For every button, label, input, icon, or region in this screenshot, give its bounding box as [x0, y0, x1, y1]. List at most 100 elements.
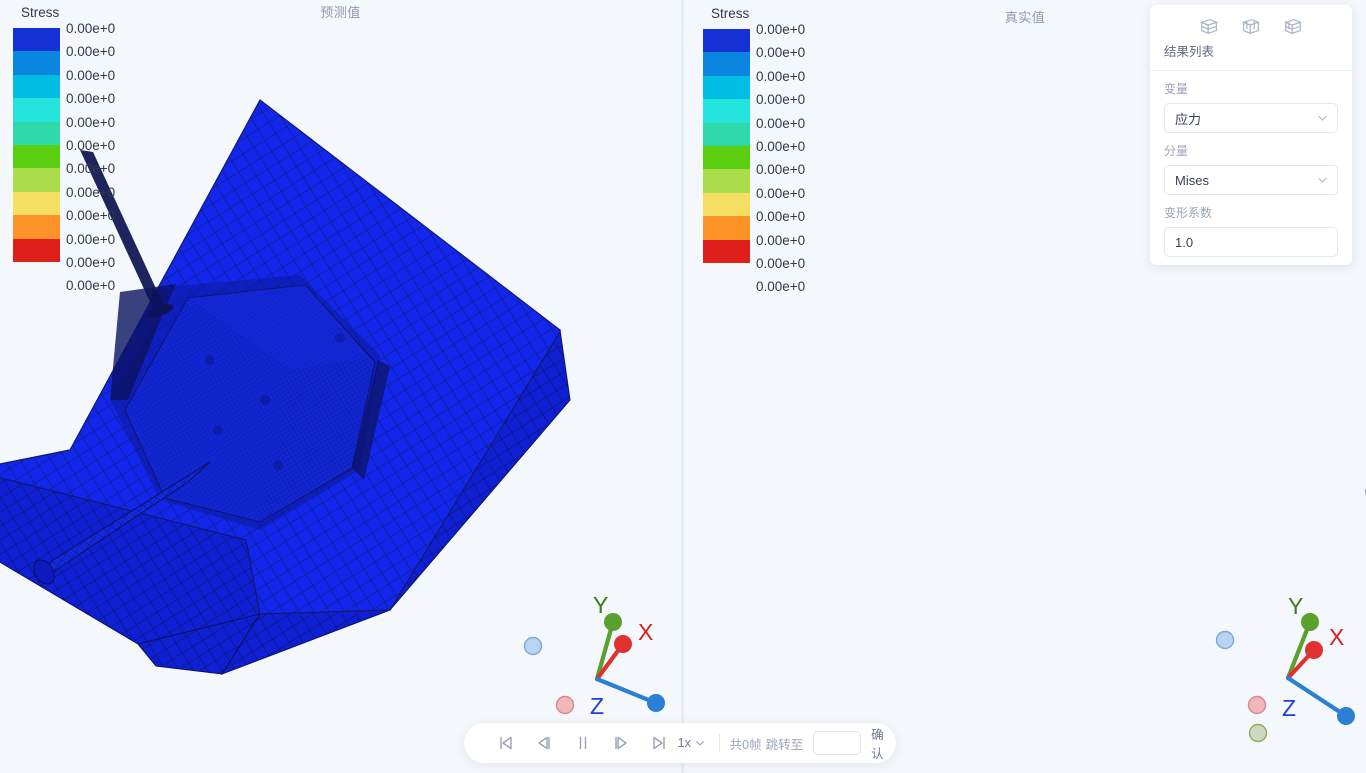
legend-color-segment-7	[703, 192, 750, 217]
total-frames-label: 共0帧	[729, 737, 762, 752]
axis-handle-negative-z	[1248, 723, 1268, 743]
cube-view-icon-2[interactable]	[1240, 15, 1262, 37]
legend-title: Stress	[711, 6, 750, 21]
cube-view-icon-1[interactable]	[1198, 15, 1220, 37]
legend-color-segment-7	[13, 191, 60, 216]
legend-tick-label-6: 0.00e+0	[66, 161, 116, 177]
axis-label-x: X	[638, 619, 653, 645]
legend-tick-label-11: 0.00e+0	[756, 279, 806, 295]
chevron-down-icon	[695, 740, 704, 746]
legend-color-bar	[703, 29, 750, 263]
deform-scale-value: 1.0	[1175, 234, 1194, 250]
legend-tick-label-2: 0.00e+0	[756, 68, 806, 84]
legend-color-bar	[13, 28, 60, 262]
viewport-title-ground-truth: 真实值	[1004, 10, 1046, 25]
legend-color-segment-6	[703, 169, 750, 193]
axis-handle-negative-y	[1247, 695, 1267, 715]
legend-color-segment-4	[703, 122, 750, 146]
legend-tick-label-3: 0.00e+0	[66, 91, 116, 107]
axis-handle-x	[614, 635, 632, 653]
legend-color-segment-0	[703, 29, 750, 53]
view-icon-row	[1150, 5, 1352, 39]
legend-tick-label-4: 0.00e+0	[66, 114, 116, 130]
axis-label-z: Z	[1282, 695, 1296, 721]
skip-start-icon	[500, 736, 512, 750]
legend-tick-label-8: 0.00e+0	[756, 209, 806, 225]
axis-label-z: Z	[590, 693, 604, 719]
step-forward-icon	[615, 736, 627, 750]
axis-triad-predicted[interactable]: Y X Z	[510, 585, 680, 725]
legend-color-segment-8	[703, 216, 750, 240]
skip-to-start-button[interactable]	[492, 726, 520, 760]
playback-speed-value: 1x	[677, 736, 691, 750]
legend-tick-label-5: 0.00e+0	[756, 138, 806, 154]
panel-header-title: 结果列表	[1150, 39, 1352, 71]
viewport-title-predicted: 预测值	[320, 5, 361, 20]
axis-handle-y	[1301, 613, 1319, 631]
legend-color-segment-3	[703, 99, 750, 123]
legend-color-segment-4	[13, 121, 60, 145]
playback-toolbar: 1x 共0帧 跳转至 确认	[464, 723, 896, 763]
skip-end-icon	[653, 736, 666, 750]
legend-tick-label-1: 0.00e+0	[756, 45, 806, 61]
legend-color-segment-9	[703, 239, 750, 263]
color-legend-ground-truth: Stress 0.00e+0 0.00e+0 0.00e+0 0.00e+0 0.00e…	[703, 6, 805, 294]
step-forward-button[interactable]	[607, 726, 635, 760]
legend-tick-label-10: 0.00e+0	[756, 255, 806, 271]
jump-to-label: 跳转至	[765, 737, 804, 752]
legend-color-segment-0	[13, 28, 60, 52]
legend-color-segment-3	[13, 98, 60, 122]
viewport-divider[interactable]	[681, 0, 684, 773]
legend-color-segment-2	[703, 75, 750, 100]
axis-handle-y	[604, 613, 622, 631]
legend-tick-label-0: 0.00e+0	[66, 21, 116, 36]
variable-select-value: 应力	[1175, 111, 1202, 127]
field-label-variable: 变量	[1164, 82, 1189, 96]
results-control-panel: 结果列表 变量 应力 分量 Mises 变形系数 1.0	[1150, 5, 1352, 265]
step-backward-button[interactable]	[530, 726, 558, 760]
axis-handle-z	[647, 694, 665, 712]
deform-scale-input[interactable]: 1.0	[1164, 227, 1338, 257]
legend-tick-label-3: 0.00e+0	[756, 92, 806, 108]
axis-handle-z	[1337, 707, 1355, 725]
legend-tick-label-0: 0.00e+0	[756, 22, 806, 37]
legend-tick-label-4: 0.00e+0	[756, 115, 806, 131]
field-deform-scale: 变形系数 1.0	[1150, 195, 1352, 257]
legend-color-segment-5	[703, 145, 750, 170]
axis-triad-ground-truth[interactable]: Y X Z	[1200, 590, 1366, 745]
axis-handle-x	[1305, 641, 1323, 659]
axis-label-x: X	[1329, 624, 1344, 650]
field-component: 分量 Mises	[1150, 133, 1352, 195]
legend-tick-label-7: 0.00e+0	[66, 184, 116, 200]
playback-speed-select[interactable]: 1x	[678, 736, 705, 750]
step-back-icon	[538, 736, 551, 750]
toolbar-separator	[718, 734, 720, 752]
axis-handle-negative-x	[523, 636, 543, 656]
confirm-jump-button[interactable]: 确认	[871, 728, 884, 761]
legend-tick-label-7: 0.00e+0	[756, 185, 806, 201]
legend-tick-label-5: 0.00e+0	[66, 137, 116, 153]
legend-tick-label-10: 0.00e+0	[66, 254, 116, 270]
legend-color-segment-1	[703, 52, 750, 76]
legend-tick-label-6: 0.00e+0	[756, 162, 806, 178]
legend-color-segment-8	[13, 215, 60, 239]
viewport-predicted[interactable]: 预测值	[0, 0, 681, 773]
cube-view-icon-3[interactable]	[1282, 15, 1304, 37]
component-select[interactable]: Mises	[1164, 165, 1338, 195]
chevron-down-icon	[1318, 115, 1327, 121]
legend-tick-label-1: 0.00e+0	[66, 44, 116, 60]
legend-color-segment-5	[13, 144, 60, 169]
axis-handle-negative-x	[1215, 630, 1235, 650]
skip-to-end-button[interactable]	[645, 726, 673, 760]
frame-number-input[interactable]	[813, 731, 862, 755]
axis-label-y: Y	[1288, 593, 1303, 619]
pause-button[interactable]	[569, 726, 597, 760]
legend-color-segment-9	[13, 238, 60, 262]
legend-color-segment-6	[13, 168, 60, 192]
legend-tick-label-9: 0.00e+0	[66, 231, 116, 247]
axis-handle-negative-y	[555, 695, 575, 715]
variable-select[interactable]: 应力	[1164, 103, 1338, 133]
legend-tick-label-2: 0.00e+0	[66, 67, 116, 83]
legend-tick-label-11: 0.00e+0	[66, 278, 116, 294]
